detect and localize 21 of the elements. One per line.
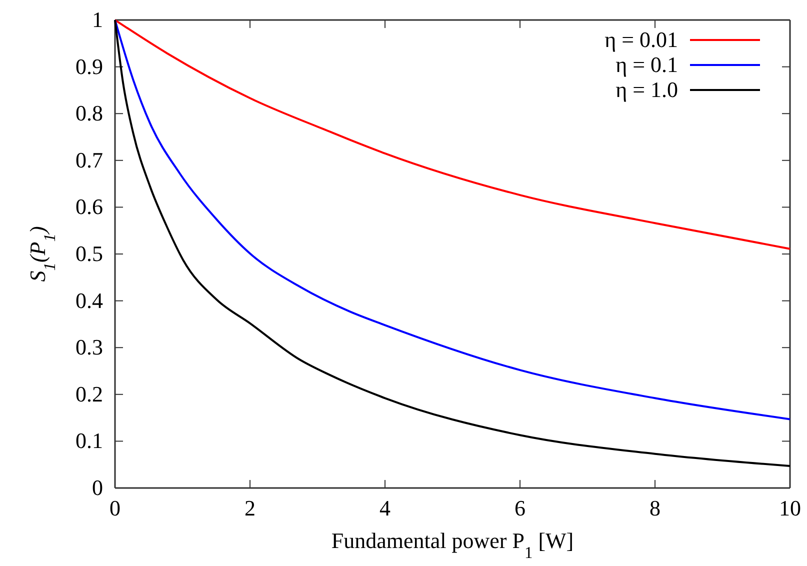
legend-label: η = 0.1 [616,52,678,77]
y-tick-label: 0.2 [76,381,103,406]
y-tick-label: 0.9 [76,54,103,79]
y-tick-label: 0 [92,475,103,500]
y-tick-label: 0.1 [76,428,103,454]
y-tick-label: 0.7 [76,147,103,172]
legend-label: η = 1.0 [616,77,678,102]
y-tick-label: 0.3 [76,334,103,360]
x-axis-title: Fundamental power P$_{1}$ [W] [331,528,574,562]
legend-label: η = 0.01 [604,27,678,52]
y-tick-label: 0.6 [76,194,103,220]
x-tick-label: 0 [110,496,120,521]
x-tick-label: 6 [514,496,526,521]
x-tick-label: 4 [380,496,390,521]
y-tick-label: 0.4 [76,288,103,313]
x-tick-label: 2 [244,496,256,521]
x-tick-label: 10 [779,496,801,521]
y-tick-label: 0.5 [76,241,103,266]
y-tick-label: 0.8 [76,100,103,126]
y-tick-label: 1 [92,7,103,32]
x-tick-label: 8 [650,496,660,521]
